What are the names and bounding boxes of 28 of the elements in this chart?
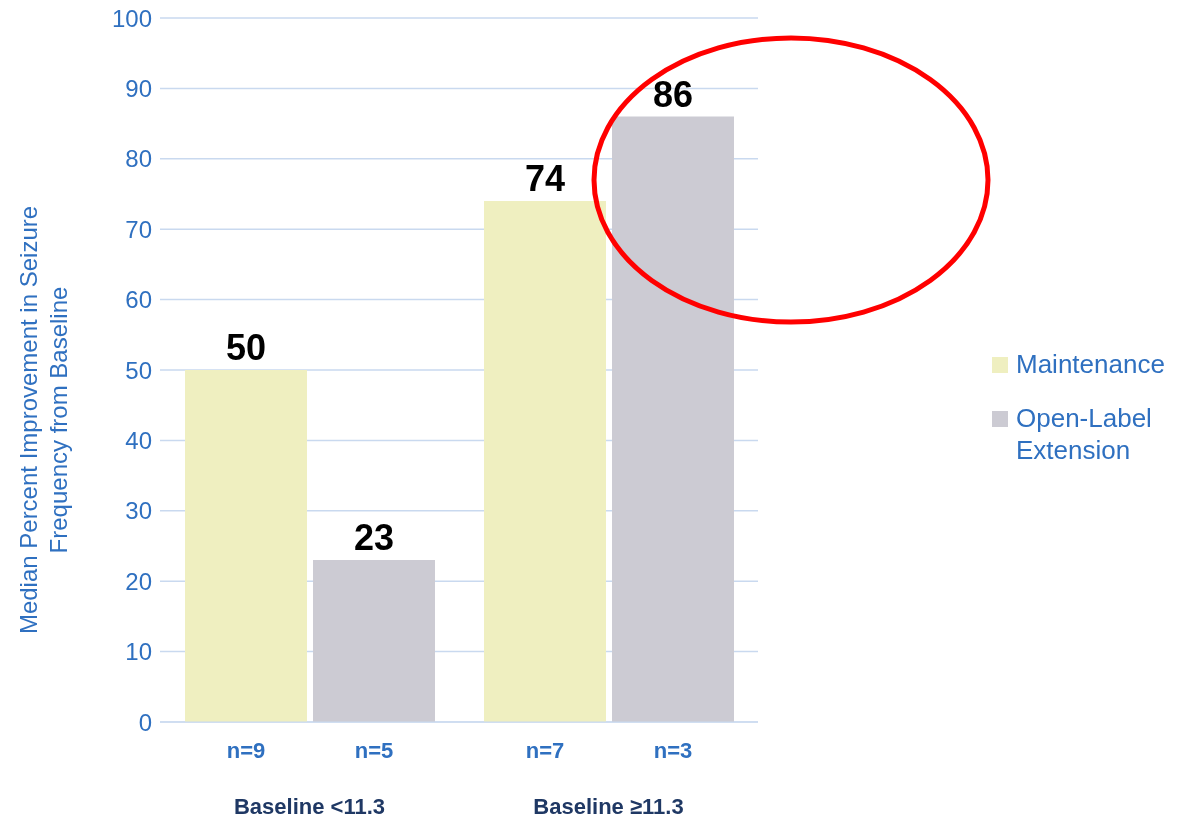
bar — [185, 370, 307, 722]
y-tick-label: 90 — [125, 74, 152, 102]
y-tick-label: 10 — [125, 638, 152, 666]
y-tick-label: 100 — [111, 4, 152, 32]
y-tick-label: 60 — [125, 286, 152, 314]
y-tick-label: 0 — [138, 708, 152, 736]
bar — [612, 116, 734, 722]
text: n=3 — [653, 738, 693, 763]
legend-label: Maintenance — [1016, 348, 1165, 380]
y-tick-label: 20 — [125, 567, 152, 595]
data-label: 74 — [524, 158, 566, 200]
bar — [313, 560, 435, 722]
data-label: 23 — [353, 517, 395, 559]
y-tick-label: 30 — [125, 497, 152, 525]
x-tick-label: Baseline ≥11.3 — [533, 794, 684, 819]
x-tick-label: Baseline <11.3 — [233, 794, 386, 819]
legend-label: Open-Label Extension — [1016, 402, 1153, 466]
y-tick-label: 40 — [125, 426, 152, 454]
data-label: 50 — [225, 327, 267, 368]
text: n=9 — [226, 738, 266, 763]
text: n=5 — [354, 738, 394, 763]
data-label: 86 — [652, 73, 694, 115]
text: n=7 — [525, 738, 565, 763]
y-tick-label: 70 — [125, 215, 152, 243]
y-tick-label: 80 — [125, 145, 152, 173]
bar — [484, 201, 606, 722]
y-tick-label: 50 — [125, 356, 152, 384]
y-axis-title: Median Percent Improvement in Seizure Frequency from Baseline — [14, 204, 73, 637]
